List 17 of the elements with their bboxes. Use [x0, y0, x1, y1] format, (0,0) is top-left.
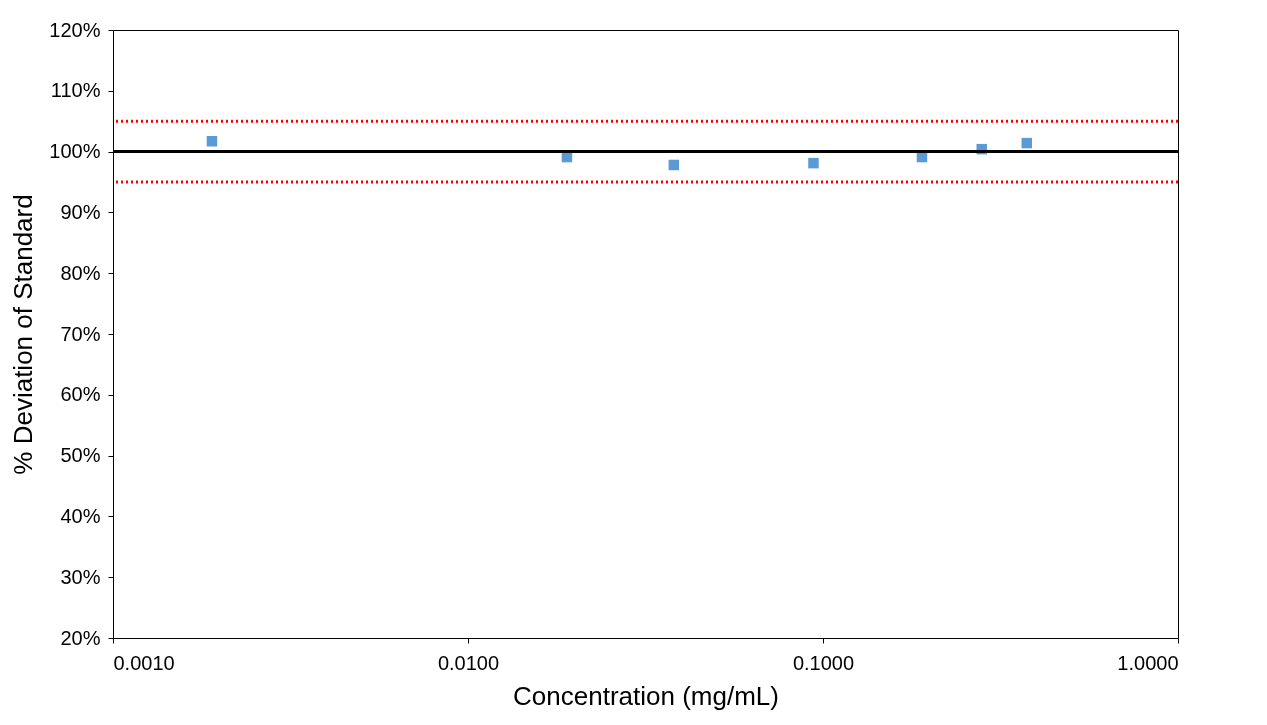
y-tick-label: 90%: [60, 200, 101, 223]
x-axis-title: Concentration (mg/mL): [513, 680, 779, 711]
y-tick-label: 120%: [49, 18, 101, 41]
y-axis-title: % Deviation of Standard: [8, 194, 39, 475]
x-tick-label: 1.0000: [1117, 651, 1179, 674]
y-tick-label: 110%: [50, 79, 101, 102]
y-tick-label: 100%: [49, 140, 101, 163]
y-tick-label: 50%: [60, 444, 101, 467]
y-tick-label: 20%: [60, 626, 101, 649]
x-tick-label: 0.0100: [437, 651, 500, 674]
x-tick-label: 0.0010: [113, 651, 175, 674]
x-tick-label: 0.1000: [792, 651, 855, 674]
y-tick-label: 30%: [60, 565, 101, 588]
y-tick-label: 60%: [60, 383, 101, 406]
y-tick-label: 40%: [60, 504, 101, 527]
y-tick-label: 70%: [60, 322, 101, 345]
y-tick-label: 80%: [60, 261, 101, 284]
